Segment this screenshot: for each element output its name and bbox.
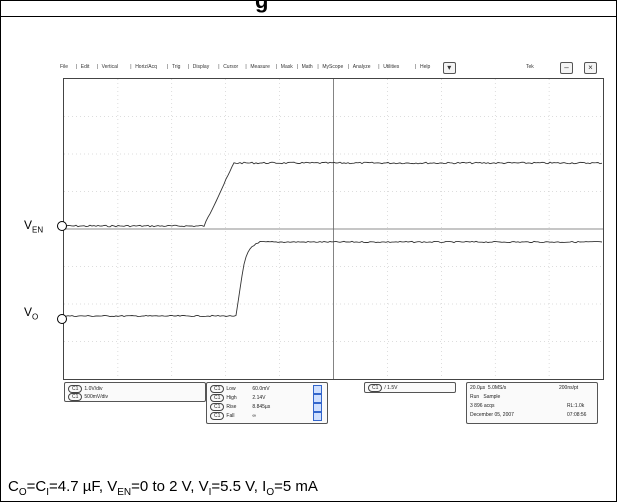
scope-menubar: Tek – × File | Edit | Vertical | Horiz/Acq | Tri… xyxy=(58,58,606,76)
measurement-row: C1 Fall ∞ xyxy=(210,412,256,420)
vo-marker-dot[interactable] xyxy=(57,314,67,324)
measurement-value: 2.14V xyxy=(252,395,266,401)
menu-separator: | xyxy=(275,64,278,70)
menu-item-file[interactable]: File xyxy=(60,64,69,70)
menu-item-analyze[interactable]: Analyze xyxy=(352,64,371,70)
menu-item-help[interactable]: Help xyxy=(420,64,431,70)
ven-trace xyxy=(64,161,603,228)
channel-chip: C1 xyxy=(68,393,83,401)
vo-trace xyxy=(64,240,603,318)
channel-chip: C1 xyxy=(68,385,83,393)
menu-item-mask[interactable]: Mask xyxy=(280,64,293,70)
trigger-readout: C1/ 1.5V xyxy=(364,382,456,393)
menu-separator: | xyxy=(347,64,350,70)
minimize-icon[interactable]: – xyxy=(560,62,573,74)
resolution: 200ns/pt xyxy=(559,385,579,391)
measurement-chip: C1 xyxy=(210,403,225,411)
scope-graticule xyxy=(64,79,603,379)
header-partial-title: g xyxy=(255,0,270,13)
ven-label: V xyxy=(24,218,33,232)
measurement-chip: C1 xyxy=(210,412,225,420)
caption-part: =0 to 2 V, V xyxy=(131,478,209,495)
menu-separator: | xyxy=(96,64,98,70)
acq-mode: Sample xyxy=(483,394,501,400)
measurement-value: 8.845µs xyxy=(252,404,271,410)
close-icon[interactable]: × xyxy=(584,62,597,74)
caption-part: =C xyxy=(26,478,47,495)
caption-part: =5 mA xyxy=(274,478,318,495)
menu-item-edit[interactable]: Edit xyxy=(80,64,90,70)
vo-marker-label: VO xyxy=(24,305,38,321)
measurement-row: C1 Low 60.0mV xyxy=(210,385,270,393)
caption-part: I xyxy=(46,487,49,498)
caption-part: =5.5 V, I xyxy=(211,478,267,495)
menu-separator: | xyxy=(317,64,319,70)
vo-sub: O xyxy=(32,312,39,322)
measurement-name: Rise xyxy=(226,404,237,410)
vo-label: V xyxy=(24,305,33,319)
capture-date: December 05, 2007 xyxy=(470,412,514,418)
capture-time: 07:08:56 xyxy=(567,412,587,418)
ven-marker-label: VEN xyxy=(24,218,43,234)
caption-part: O xyxy=(266,487,275,498)
measurement-stats-icon[interactable] xyxy=(313,412,322,421)
menu-separator: | xyxy=(415,64,417,70)
trigger-chip: C1 xyxy=(368,384,383,392)
scope-screen xyxy=(63,78,604,380)
record-length: RL:1.0k xyxy=(567,403,585,409)
menu-item-math[interactable]: Math xyxy=(301,64,313,70)
menu-item-display[interactable]: Display xyxy=(192,64,210,70)
measurement-stats-icon[interactable] xyxy=(313,403,322,412)
menu-separator: | xyxy=(75,64,78,70)
measurement-chip: C1 xyxy=(210,385,225,393)
menu-separator: | xyxy=(187,64,190,70)
caption-part: O xyxy=(18,487,27,498)
ven-sub: EN xyxy=(32,225,44,235)
measurement-name: Fall xyxy=(226,413,235,419)
timebase-scale: 20.0µs xyxy=(470,385,486,391)
measurement-chip: C1 xyxy=(210,394,225,402)
channel-scale: 500mV/div xyxy=(84,394,109,400)
figure-caption: CO=CI=4.7 µF, VEN=0 to 2 V, VI=5.5 V, IO… xyxy=(8,478,318,498)
measurement-row: C1 Rise 8.845µs xyxy=(210,403,270,411)
menu-separator: | xyxy=(378,64,380,70)
figure-header: g xyxy=(0,0,617,17)
sample-rate: 5.0MS/s xyxy=(487,385,507,391)
channel-readout-box: C1 1.0V/div C1 500mV/div xyxy=(64,382,206,402)
menu-item-horizacq[interactable]: Horiz/Acq xyxy=(135,64,157,70)
measurement-stats-icon[interactable] xyxy=(313,394,322,403)
menu-separator: | xyxy=(245,64,247,70)
measurement-value: 60.0mV xyxy=(252,386,270,392)
menu-separator: | xyxy=(130,64,132,70)
tek-logo: Tek xyxy=(526,64,534,70)
measurement-name: Low xyxy=(226,386,236,392)
oscilloscope-capture: Tek – × File | Edit | Vertical | Horiz/Acq | Tri… xyxy=(58,58,606,428)
menu-separator: | xyxy=(218,64,220,70)
channel-scale: 1.0V/div xyxy=(84,386,103,392)
caption-part: =4.7 µF, V xyxy=(49,478,118,495)
caption-part: EN xyxy=(117,487,132,498)
menu-item-measure[interactable]: Measure xyxy=(250,64,270,70)
measurement-name: High xyxy=(226,395,237,401)
menu-item-cursor[interactable]: Cursor xyxy=(223,64,239,70)
menu-item-utilities[interactable]: Utilities xyxy=(383,64,400,70)
acq-count: 3 896 acqs xyxy=(470,403,495,409)
menu-separator: | xyxy=(296,64,298,70)
timebase-box: 20.0µs 5.0MS/s 200ns/pt Run Sample 3 896… xyxy=(466,382,598,424)
menu-item-myscope[interactable]: MyScope xyxy=(322,64,344,70)
measurement-stats-icon[interactable] xyxy=(313,385,322,394)
caption-part: C xyxy=(8,478,19,495)
ven-marker-dot[interactable] xyxy=(57,221,67,231)
menu-dropdown-icon[interactable]: ▾ xyxy=(442,62,456,74)
menu-item-trig[interactable]: Trig xyxy=(172,64,181,70)
run-state: Run xyxy=(470,394,480,400)
measurement-row: C1 High 2.14V xyxy=(210,394,265,402)
measurement-box: C1 Low 60.0mV C1 High 2.14V C1 Rise 8.845µs C1 Fal… xyxy=(206,382,328,424)
menu-item-vertical[interactable]: Vertical xyxy=(101,64,118,70)
measurement-value: ∞ xyxy=(252,413,256,419)
menu-separator: | xyxy=(167,64,169,70)
caption-part: I xyxy=(208,487,212,498)
trigger-level: / 1.5V xyxy=(384,385,398,391)
